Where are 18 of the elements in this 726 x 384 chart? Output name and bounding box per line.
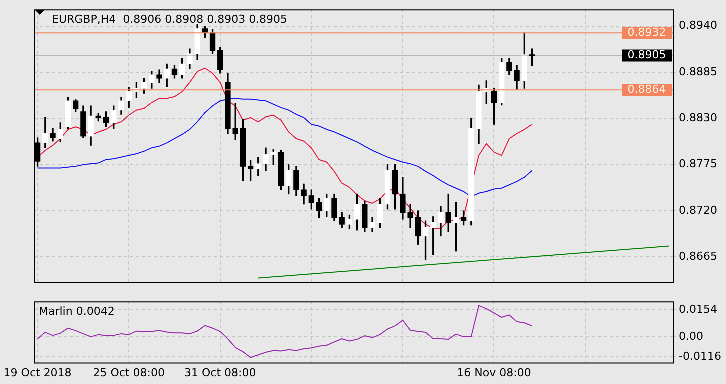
y-tick-label: 0.0154	[679, 302, 718, 316]
ref-line-label: 0.8932	[628, 26, 666, 39]
y-tick-label: -0.0116	[679, 350, 722, 364]
x-tick-label: 25 Oct 08:00	[93, 366, 165, 380]
y-tick-label: 0.8830	[679, 112, 718, 125]
x-tick-label: 31 Oct 08:00	[184, 366, 256, 380]
y-tick-label: 0.8775	[679, 158, 718, 171]
x-tick-label: 19 Oct 2018	[4, 366, 72, 380]
chart-title: Marlin 0.0042	[39, 304, 115, 318]
y-tick-label: 0.8940	[679, 19, 718, 32]
y-tick-label: 0.8720	[679, 204, 718, 217]
ref-line-label: 0.8864	[628, 83, 666, 96]
chart-title: EURGBP,H4 0.8906 0.8908 0.8903 0.8905	[52, 12, 288, 26]
y-tick-label: 0.8885	[679, 65, 718, 78]
ref-line-label: 0.8905	[628, 48, 666, 62]
y-tick-label: 0.00	[679, 330, 704, 343]
y-tick-label: 0.8665	[679, 250, 718, 264]
x-tick-label: 16 Nov 08:00	[457, 366, 532, 380]
